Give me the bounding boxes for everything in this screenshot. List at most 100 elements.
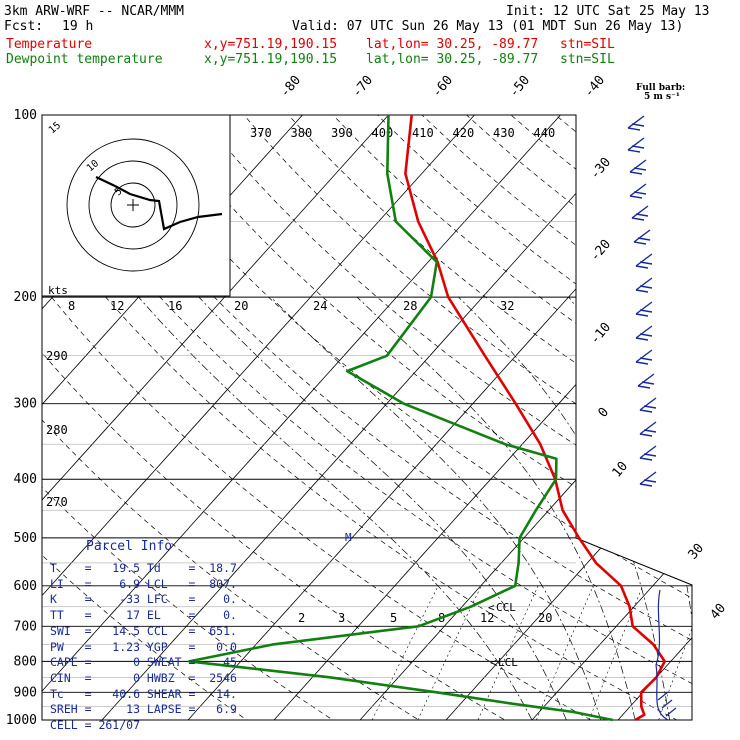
dewpoint-latlon: lat,lon= 30.25, -89.77: [366, 52, 539, 67]
hodograph-speed-label: 28: [403, 299, 417, 313]
mixing-level-label: M: [345, 531, 352, 544]
dry-adiabat-line: [42, 115, 266, 720]
wind-barb-flag: [627, 149, 641, 153]
wind-barb-staff: [639, 445, 657, 459]
dry-adiabat-label: 270: [46, 495, 68, 509]
dry-adiabat-line: [393, 115, 692, 720]
wind-barb-staff: [635, 325, 653, 339]
isotherm-label: 0: [596, 405, 613, 421]
mixing-ratio-line: [536, 585, 594, 720]
hodograph-ring-label: 5: [113, 186, 125, 198]
dewpoint-legend: Dewpoint temperature: [6, 52, 163, 67]
hodograph-unit: kts: [48, 284, 68, 297]
parcel-info-row: PW = 1.23 YGP = 0.0: [50, 639, 237, 654]
isotherm-line: [434, 115, 692, 720]
wind-barb-staff: [635, 277, 653, 291]
theta-label: 400: [372, 126, 394, 140]
parcel-info-row: LI = 6.9 LCL = 807.: [50, 576, 237, 591]
wind-barb-flag: [639, 261, 653, 265]
wind-barb-flag: [637, 385, 651, 389]
wind-barb-flag: [637, 237, 651, 241]
wind-barb-flag: [631, 145, 645, 149]
wind-barb-staff: [635, 253, 653, 267]
wind-barb-flag: [631, 123, 645, 127]
temperature-latlon: lat,lon= 30.25, -89.77: [366, 37, 539, 52]
wind-barb-flag: [635, 289, 649, 293]
wind-barb-flag: [635, 213, 649, 217]
forecast-label: Fcst:: [4, 19, 44, 34]
isotherm-label: 40: [708, 601, 730, 623]
init-time: Init: 12 UTC Sat 25 May 13: [506, 4, 710, 19]
moist-adiabat-line: [198, 296, 567, 720]
dry-adiabat-line: [177, 115, 692, 720]
temperature-station: stn=SIL: [560, 37, 615, 52]
hodograph-trace: [95, 176, 223, 231]
pressure-tick-label: 700: [14, 619, 37, 634]
isotherm-label: -20: [588, 237, 615, 265]
hodograph-ring: [110, 182, 156, 228]
isotherm-label: -50: [507, 73, 534, 101]
temperature-xy: x,y=751.19,190.15: [204, 37, 338, 52]
lcl-label: LCL: [498, 656, 518, 669]
parcel-info-row: SWI = 14.5 CCL = 651.: [50, 623, 237, 638]
hodograph-speed-label: 32: [500, 299, 514, 313]
isotherm-label: -10: [588, 320, 615, 348]
forecast-hour: 19 h: [62, 19, 94, 34]
mixing-ratio-line: [417, 585, 482, 720]
wind-barb-staff: [637, 373, 655, 387]
dewpoint-xy: x,y=751.19,190.15: [204, 52, 338, 67]
wind-barb-flag: [643, 429, 657, 433]
isotherm-label: -60: [430, 73, 457, 101]
wind-barb-flag: [631, 217, 645, 221]
parcel-info-box: Parcel Info T = 19.5 Td = 18.7 LI = 6.9 L…: [42, 537, 237, 732]
wind-barb-flag: [627, 127, 641, 131]
hodograph-ring: [88, 160, 178, 250]
valid-time: Valid: 07 UTC Sun 26 May 13 (01 MDT Sun …: [292, 19, 684, 34]
wind-barb-staff: [635, 349, 653, 363]
parcel-info-row: CIN = 0 HWBZ = 2546: [50, 670, 237, 685]
parcel-info-row: SREH = 13 LAPSE = 6.9: [50, 702, 237, 717]
pressure-tick-label: 100: [14, 108, 37, 123]
parcel-info-title: Parcel Info: [86, 539, 173, 554]
dry-adiabat-line: [609, 115, 692, 720]
parcel-cell-row: CELL = 261/07: [50, 718, 141, 732]
wind-barb-low: [661, 699, 673, 709]
ccl-label: CCL: [496, 601, 516, 614]
hodograph-speed-label: 12: [110, 299, 124, 313]
wind-barb-flag: [629, 195, 643, 199]
pressure-tick-label: 1000: [6, 713, 37, 728]
wind-barb-staff: [627, 137, 645, 151]
mixing-ratio-label: 2: [298, 611, 305, 625]
mixing-ratio-line: [371, 585, 439, 720]
parcel-info-row: TT = 17 EL = 0.: [50, 608, 237, 623]
wind-barb-flag: [635, 337, 649, 341]
dry-adiabat-line: [523, 115, 692, 720]
hodograph-speed-label: 16: [168, 299, 182, 313]
wind-barb-flag: [639, 409, 653, 413]
frame-outline: [41, 114, 693, 721]
dry-adiabat-line: [221, 115, 692, 720]
theta-label: 440: [534, 126, 556, 140]
hodograph-ring: [66, 138, 200, 272]
wind-barb-flag: [643, 405, 657, 409]
wind-barb-flag: [639, 309, 653, 313]
parcel-info-row: Tc = 40.6 SHEAR = 14.: [50, 686, 237, 701]
wind-barb-flag: [633, 167, 647, 171]
mixing-ratio-label: 12: [480, 611, 494, 625]
hodograph-speed-label: 20: [234, 299, 248, 313]
isotherm-line: [176, 115, 692, 720]
wind-barb-staff: [639, 397, 657, 411]
wind-barb-staff: [639, 471, 657, 485]
wind-barb-staff: [639, 421, 657, 435]
pressure-tick-label: 800: [14, 654, 37, 669]
wind-barb-low: [657, 691, 669, 701]
wind-barb-staff: [631, 205, 649, 219]
moist-adiabat-line: [458, 296, 670, 720]
wind-barb-flag: [635, 265, 649, 269]
dry-adiabat-line: [42, 115, 692, 720]
dry-adiabat-line: [91, 115, 692, 720]
wind-barb-flag: [633, 191, 647, 195]
hodograph-speed-label: 8: [68, 299, 75, 313]
wind-barb-flag: [639, 357, 653, 361]
